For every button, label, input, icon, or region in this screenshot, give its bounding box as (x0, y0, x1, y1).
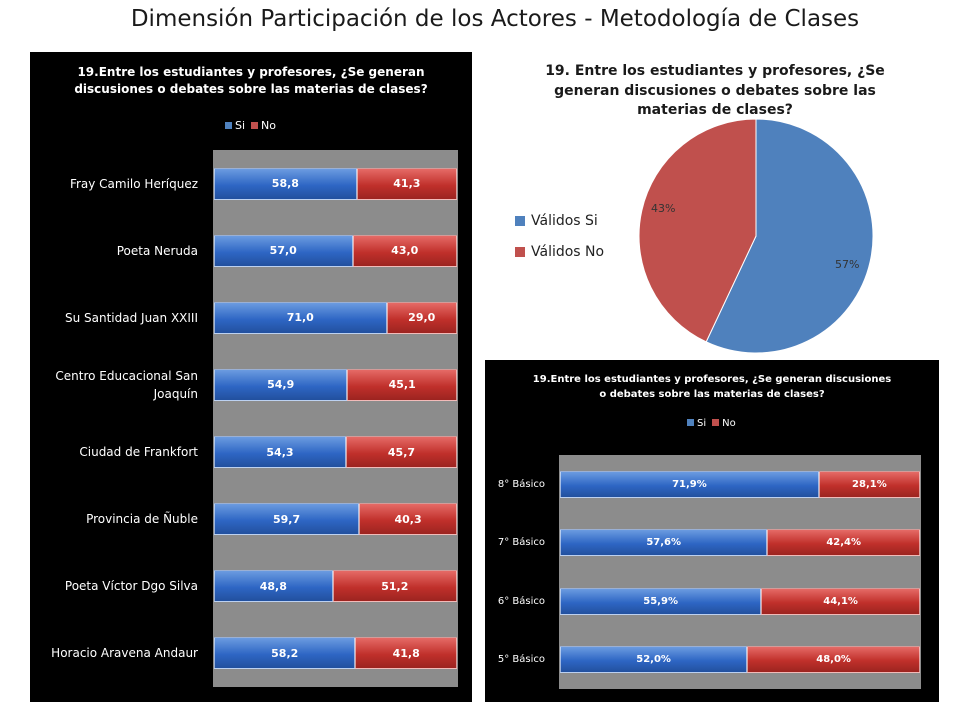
category-label: Centro Educacional San Joaquín (55, 368, 198, 401)
pie-chart (638, 118, 874, 354)
pie-legend-item-si: Válidos Si (515, 213, 598, 229)
category-label: 8° Básico (497, 478, 545, 490)
category-label: Poeta Neruda (116, 243, 198, 258)
legend-item-si: Si (225, 119, 245, 132)
bar-si: 52,0% (560, 646, 748, 674)
bar-value-label: 28,1% (852, 478, 887, 490)
bar-value-label: 40,3 (394, 512, 422, 526)
pie-title-line: 19. Entre los estudiantes y profesores, … (545, 63, 885, 79)
chart-title-line: o debates sobre las materias de clases? (599, 389, 825, 400)
bar-value-label: 29,0 (408, 311, 436, 325)
pie-slice-no (638, 118, 757, 343)
bar-si: 71,0 (214, 301, 387, 334)
chart-title-line: 19.Entre los estudiantes y profesores, ¿… (532, 374, 892, 385)
bar-si: 54,9 (214, 368, 348, 401)
chart-legend: Si No (225, 119, 276, 132)
pie-title-line: materias de clases? (637, 102, 793, 119)
bar-value-label: 71,9% (672, 478, 707, 490)
bar-value-label: 48,8 (259, 579, 287, 593)
bar-no: 41,8 (355, 637, 457, 670)
chart-title-line: discusiones o debates sobre las materias… (74, 82, 428, 97)
page-title: Dimensión Participación de los Actores -… (130, 6, 860, 32)
bar-no: 44,1% (761, 587, 920, 615)
chart-legend: Si No (687, 418, 736, 429)
bar-value-label: 41,3 (393, 177, 421, 191)
bar-value-label: 48,0% (816, 654, 851, 666)
category-label: Poeta Víctor Dgo Silva (64, 579, 198, 594)
pie-label-no: 43% (651, 202, 676, 215)
category-label: 7° Básico (497, 537, 545, 549)
bar-si: 57,0 (214, 234, 353, 267)
bar-value-label: 58,8 (271, 177, 299, 191)
bar-no: 45,7 (345, 436, 457, 469)
bar-si: 48,8 (214, 570, 333, 603)
chart-title-line: 19.Entre los estudiantes y profesores, ¿… (77, 65, 425, 79)
chart-title: 19.Entre los estudiantes y profesores, ¿… (485, 372, 939, 402)
bar-si: 58,2 (214, 637, 356, 670)
bar-si: 71,9% (560, 470, 819, 498)
schools-bar-chart: 19.Entre los estudiantes y profesores, ¿… (30, 52, 472, 702)
bar-no: 48,0% (747, 646, 920, 674)
pie-title-line: generan discusiones o debates sobre las (554, 82, 876, 99)
bar-value-label: 44,1% (823, 595, 858, 607)
bar-si: 58,8 (214, 167, 357, 200)
grades-bar-chart: 19.Entre los estudiantes y profesores, ¿… (485, 360, 939, 702)
legend-label: Válidos Si (531, 213, 598, 229)
bar-si: 59,7 (214, 503, 360, 536)
bar-si: 55,9% (560, 587, 762, 615)
bar-no: 41,3 (356, 167, 457, 200)
bar-value-label: 54,9 (267, 378, 295, 392)
pie-legend-item-no: Válidos No (515, 244, 604, 260)
bar-no: 40,3 (359, 503, 457, 536)
category-label: Horacio Aravena Andaur (51, 646, 198, 661)
bar-value-label: 45,7 (387, 445, 416, 459)
bar-no: 45,1 (347, 368, 457, 401)
bar-value-label: 57,6% (646, 537, 682, 549)
bar-no: 51,2 (332, 570, 457, 603)
bar-value-label: 59,7 (272, 512, 301, 526)
pie-label-si: 57% (835, 258, 860, 271)
legend-swatch (515, 247, 525, 257)
category-label: Provincia de Ñuble (86, 512, 198, 527)
category-label: 6° Básico (497, 595, 545, 607)
bar-no: 42,4% (767, 529, 920, 557)
bar-value-label: 58,2 (271, 646, 299, 660)
legend-swatch (515, 216, 525, 226)
bar-value-label: 42,4% (826, 537, 862, 549)
category-label: Ciudad de Frankfort (79, 445, 198, 460)
bar-no: 29,0 (386, 301, 457, 334)
plot-area (213, 150, 458, 687)
legend-item-si: Si (687, 418, 706, 429)
bar-no: 28,1% (818, 470, 920, 498)
category-label: Su Santidad Juan XXIII (64, 310, 198, 325)
legend-item-no: No (251, 119, 276, 132)
bar-value-label: 52,0% (636, 654, 671, 666)
legend-label: Válidos No (531, 244, 605, 260)
pie-title: 19. Entre los estudiantes y profesores, … (505, 62, 925, 121)
category-label: Fray Camilo Heríquez (69, 176, 198, 191)
bar-value-label: 57,0 (269, 244, 297, 258)
category-label: 5° Básico (497, 654, 545, 666)
bar-value-label: 71,0 (286, 311, 314, 325)
bar-value-label: 43,0 (391, 244, 419, 258)
bar-no: 43,0 (352, 234, 457, 267)
bar-value-label: 54,3 (266, 445, 294, 459)
bar-si: 54,3 (214, 436, 346, 469)
bar-value-label: 45,1 (388, 378, 416, 392)
bar-value-label: 41,8 (392, 646, 420, 660)
bar-value-label: 51,2 (381, 579, 409, 593)
legend-item-no: No (712, 418, 736, 429)
bar-value-label: 55,9% (643, 595, 678, 607)
bar-si: 57,6% (560, 529, 768, 557)
chart-title: 19.Entre los estudiantes y profesores, ¿… (30, 64, 472, 99)
pie-slice-si (705, 118, 874, 354)
